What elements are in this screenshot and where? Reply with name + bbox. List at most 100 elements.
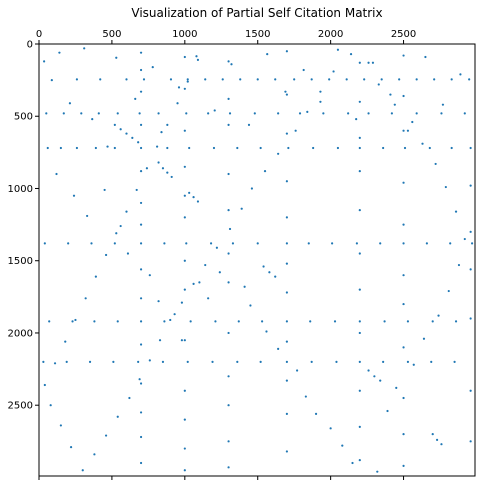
data-point	[277, 112, 280, 115]
data-point	[137, 360, 140, 363]
data-point	[88, 360, 92, 363]
data-point	[457, 263, 461, 267]
data-point	[349, 53, 353, 56]
data-point	[285, 93, 288, 96]
data-point	[84, 297, 87, 300]
data-point	[274, 78, 277, 81]
data-point	[59, 146, 62, 150]
data-point	[192, 282, 195, 285]
data-point	[450, 146, 453, 150]
data-point	[104, 253, 108, 257]
data-point	[163, 320, 166, 323]
data-point	[277, 347, 280, 350]
data-point	[221, 78, 224, 81]
data-point	[470, 242, 474, 245]
data-point	[139, 146, 143, 150]
x-tick-label: 2000	[318, 29, 343, 40]
data-point	[402, 223, 405, 226]
data-point	[183, 259, 186, 262]
data-point	[138, 378, 141, 381]
data-point	[139, 297, 143, 300]
data-point	[379, 379, 382, 382]
data-point	[183, 447, 186, 450]
data-point	[94, 275, 97, 278]
data-point	[113, 123, 116, 127]
data-point	[212, 146, 216, 150]
data-point	[177, 86, 181, 89]
data-point	[358, 252, 361, 255]
data-point	[183, 87, 186, 90]
data-point	[285, 340, 288, 343]
data-point	[402, 464, 405, 467]
data-point	[48, 320, 51, 323]
data-point	[192, 196, 195, 199]
data-point	[285, 360, 288, 363]
data-point	[296, 369, 299, 372]
data-point	[358, 209, 361, 212]
data-point	[145, 167, 149, 170]
data-point	[285, 291, 288, 294]
data-point	[319, 100, 322, 103]
data-point	[247, 123, 251, 127]
data-point	[363, 78, 366, 81]
data-point	[358, 425, 361, 428]
data-point	[310, 78, 313, 81]
data-point	[402, 54, 405, 57]
data-point	[328, 78, 331, 81]
data-point	[239, 78, 242, 81]
data-point	[250, 187, 253, 190]
data-point	[59, 424, 62, 427]
data-point	[403, 146, 407, 150]
x-tick-label: 0	[36, 29, 42, 40]
data-point	[302, 68, 305, 72]
data-point	[415, 78, 418, 81]
data-point	[139, 201, 143, 205]
data-point	[379, 242, 382, 245]
data-point	[402, 129, 405, 132]
x-tick-label: 500	[102, 29, 121, 40]
y-tick-label: 2000	[8, 328, 33, 339]
data-point	[106, 145, 109, 148]
data-point	[43, 242, 46, 245]
y-tick-label: 500	[14, 112, 33, 123]
data-point	[186, 80, 189, 83]
data-point	[469, 268, 472, 271]
data-point	[230, 63, 233, 66]
data-point	[367, 61, 370, 64]
data-point	[198, 281, 201, 284]
data-point	[157, 300, 160, 303]
data-point	[358, 100, 361, 103]
data-point	[72, 194, 76, 197]
data-point	[265, 330, 268, 333]
data-point	[469, 317, 472, 320]
data-point	[183, 194, 186, 197]
data-point	[355, 118, 358, 121]
data-point	[382, 146, 385, 150]
data-point	[386, 409, 389, 413]
data-point	[336, 146, 340, 150]
data-point	[71, 320, 74, 323]
data-point	[367, 112, 370, 115]
data-point	[382, 360, 385, 363]
data-point	[430, 360, 433, 363]
data-point	[227, 331, 230, 335]
data-point	[294, 129, 297, 132]
x-axis-bottom	[38, 476, 405, 480]
data-point	[139, 68, 143, 72]
y-tick-label: 1500	[8, 256, 33, 267]
data-point	[135, 188, 138, 192]
plot-area	[39, 44, 475, 476]
data-point	[355, 242, 358, 245]
data-point	[86, 214, 89, 218]
data-point	[227, 466, 230, 469]
data-point	[64, 340, 67, 343]
data-point	[62, 112, 65, 115]
data-point	[42, 360, 45, 363]
data-point	[227, 404, 230, 407]
data-point	[422, 337, 426, 340]
data-point	[393, 103, 396, 106]
data-point	[97, 112, 100, 115]
data-point	[256, 242, 259, 245]
data-point	[227, 209, 230, 212]
